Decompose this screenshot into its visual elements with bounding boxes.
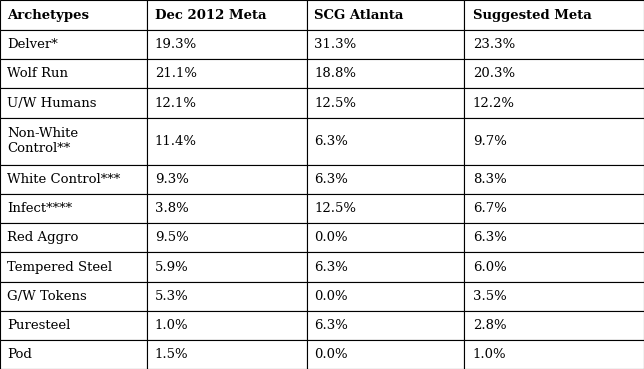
Text: 5.3%: 5.3% [155, 290, 189, 303]
Bar [464, 59, 644, 89]
Bar [0, 59, 147, 89]
Bar [0, 118, 147, 165]
Text: 5.9%: 5.9% [155, 261, 189, 273]
Text: 6.3%: 6.3% [314, 135, 348, 148]
Bar [0, 194, 147, 223]
Bar [0, 340, 147, 369]
Text: 2.8%: 2.8% [473, 319, 506, 332]
Text: 12.1%: 12.1% [155, 97, 197, 110]
Bar [464, 194, 644, 223]
Text: 23.3%: 23.3% [473, 38, 515, 51]
Bar [147, 282, 307, 311]
Text: 6.3%: 6.3% [314, 173, 348, 186]
Text: 3.5%: 3.5% [473, 290, 506, 303]
Text: 0.0%: 0.0% [314, 348, 348, 361]
Text: 6.3%: 6.3% [473, 231, 507, 244]
Text: Pod: Pod [7, 348, 32, 361]
Text: 6.3%: 6.3% [314, 261, 348, 273]
Bar [147, 0, 307, 30]
Bar [147, 194, 307, 223]
Text: 0.0%: 0.0% [314, 290, 348, 303]
Bar [307, 282, 464, 311]
Bar [464, 165, 644, 194]
Text: 3.8%: 3.8% [155, 202, 189, 215]
Bar [464, 118, 644, 165]
Bar [464, 30, 644, 59]
Bar [147, 165, 307, 194]
Bar [307, 30, 464, 59]
Bar [147, 118, 307, 165]
Bar [147, 223, 307, 252]
Bar [147, 252, 307, 282]
Text: 8.3%: 8.3% [473, 173, 506, 186]
Text: 12.5%: 12.5% [314, 97, 356, 110]
Bar [464, 252, 644, 282]
Bar [464, 223, 644, 252]
Text: U/W Humans: U/W Humans [7, 97, 97, 110]
Text: 1.5%: 1.5% [155, 348, 189, 361]
Bar [0, 311, 147, 340]
Bar [307, 194, 464, 223]
Bar [307, 165, 464, 194]
Text: SCG Atlanta: SCG Atlanta [314, 8, 404, 22]
Bar [307, 89, 464, 118]
Text: Suggested Meta: Suggested Meta [473, 8, 591, 22]
Bar [307, 118, 464, 165]
Text: G/W Tokens: G/W Tokens [7, 290, 87, 303]
Text: 9.5%: 9.5% [155, 231, 189, 244]
Bar [0, 282, 147, 311]
Text: 12.2%: 12.2% [473, 97, 515, 110]
Text: 19.3%: 19.3% [155, 38, 197, 51]
Text: Archetypes: Archetypes [7, 8, 90, 22]
Bar [464, 282, 644, 311]
Text: Wolf Run: Wolf Run [7, 68, 68, 80]
Text: 0.0%: 0.0% [314, 231, 348, 244]
Bar [0, 0, 147, 30]
Text: 31.3%: 31.3% [314, 38, 357, 51]
Text: 9.7%: 9.7% [473, 135, 507, 148]
Bar [464, 340, 644, 369]
Bar [307, 340, 464, 369]
Bar [307, 0, 464, 30]
Bar [147, 340, 307, 369]
Text: 1.0%: 1.0% [473, 348, 506, 361]
Text: Tempered Steel: Tempered Steel [7, 261, 113, 273]
Text: 6.3%: 6.3% [314, 319, 348, 332]
Bar [0, 252, 147, 282]
Text: Delver*: Delver* [7, 38, 58, 51]
Text: Non-White
Control**: Non-White Control** [7, 127, 79, 155]
Text: 20.3%: 20.3% [473, 68, 515, 80]
Text: 12.5%: 12.5% [314, 202, 356, 215]
Bar [464, 311, 644, 340]
Bar [464, 89, 644, 118]
Text: 21.1%: 21.1% [155, 68, 197, 80]
Bar [147, 89, 307, 118]
Bar [464, 0, 644, 30]
Text: 6.7%: 6.7% [473, 202, 507, 215]
Bar [147, 311, 307, 340]
Text: White Control***: White Control*** [7, 173, 120, 186]
Text: 6.0%: 6.0% [473, 261, 506, 273]
Text: 11.4%: 11.4% [155, 135, 197, 148]
Text: Dec 2012 Meta: Dec 2012 Meta [155, 8, 267, 22]
Bar [147, 30, 307, 59]
Bar [147, 59, 307, 89]
Bar [307, 252, 464, 282]
Bar [0, 30, 147, 59]
Text: 18.8%: 18.8% [314, 68, 356, 80]
Bar [0, 165, 147, 194]
Bar [307, 59, 464, 89]
Bar [0, 223, 147, 252]
Bar [307, 223, 464, 252]
Bar [307, 311, 464, 340]
Text: Puresteel: Puresteel [7, 319, 71, 332]
Text: 9.3%: 9.3% [155, 173, 189, 186]
Text: 1.0%: 1.0% [155, 319, 189, 332]
Text: Infect****: Infect**** [7, 202, 73, 215]
Bar [0, 89, 147, 118]
Text: Red Aggro: Red Aggro [7, 231, 79, 244]
